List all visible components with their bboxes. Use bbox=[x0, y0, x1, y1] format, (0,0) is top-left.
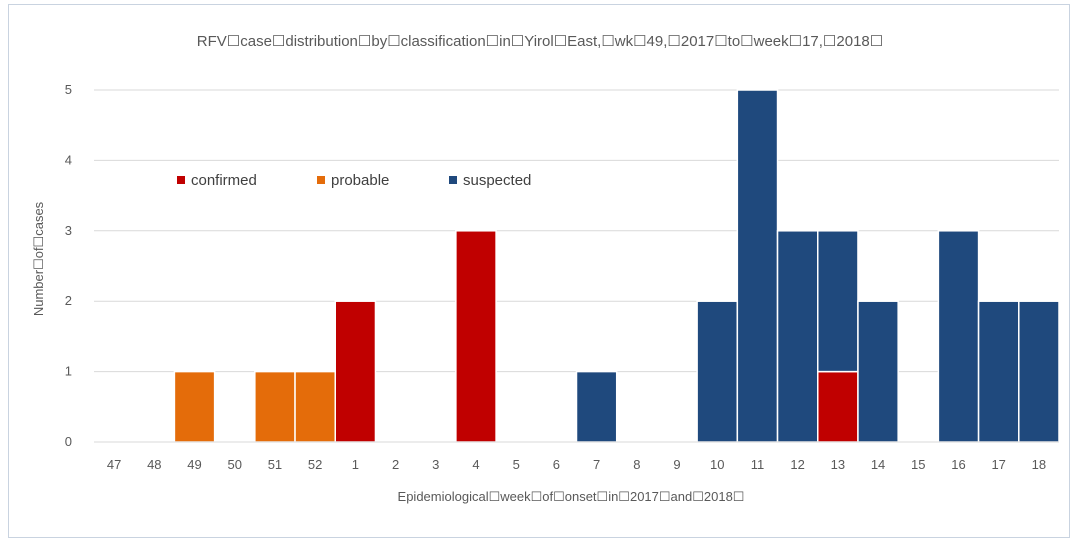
x-tick-label: 11 bbox=[751, 457, 765, 472]
x-tick-label: 52 bbox=[308, 457, 322, 472]
chart-title: RFV☐case☐distribution☐by☐classification☐… bbox=[197, 33, 883, 50]
y-tick-label: 0 bbox=[65, 434, 72, 449]
x-tick-label: 1 bbox=[352, 457, 359, 472]
legend-label-confirmed: confirmed bbox=[191, 172, 257, 189]
bar-suspected-14 bbox=[857, 300, 899, 443]
y-tick-label: 5 bbox=[65, 82, 72, 97]
legend-swatch-suspected bbox=[449, 176, 457, 184]
y-tick-label: 4 bbox=[65, 152, 72, 167]
legend: confirmed probable suspected bbox=[177, 172, 531, 189]
bar-confirmed-4 bbox=[455, 230, 497, 443]
y-tick-label: 1 bbox=[65, 364, 72, 379]
y-axis-label: Number☐of☐cases bbox=[31, 201, 46, 316]
y-tick-label: 3 bbox=[65, 223, 72, 238]
bar-probable-51 bbox=[254, 370, 296, 443]
bar-suspected-13 bbox=[817, 230, 859, 373]
x-tick-label: 12 bbox=[790, 457, 804, 472]
x-tick-label: 9 bbox=[673, 457, 680, 472]
bar-probable-52 bbox=[294, 370, 336, 443]
legend-item-confirmed: confirmed bbox=[177, 172, 257, 189]
x-tick-label: 5 bbox=[513, 457, 520, 472]
x-tick-label: 10 bbox=[710, 457, 724, 472]
bar-suspected-12 bbox=[776, 230, 819, 443]
x-tick-label: 2 bbox=[392, 457, 399, 472]
legend-swatch-probable bbox=[317, 176, 325, 184]
x-tick-label: 3 bbox=[432, 457, 439, 472]
x-tick-label: 50 bbox=[227, 457, 241, 472]
bar-suspected-11 bbox=[736, 89, 779, 443]
x-tick-label: 14 bbox=[871, 457, 885, 472]
x-tick-label: 8 bbox=[633, 457, 640, 472]
y-tick-label: 2 bbox=[65, 293, 72, 308]
bar-suspected-17 bbox=[977, 300, 1020, 443]
x-tick-label: 6 bbox=[553, 457, 560, 472]
bar-suspected-7 bbox=[575, 370, 618, 443]
x-tick-label: 7 bbox=[593, 457, 600, 472]
bar-suspected-16 bbox=[937, 230, 980, 443]
x-tick-label: 18 bbox=[1032, 457, 1046, 472]
bar-suspected-10 bbox=[696, 300, 739, 443]
bar-suspected-18 bbox=[1018, 300, 1060, 443]
x-tick-label: 17 bbox=[991, 457, 1005, 472]
x-tick-label: 47 bbox=[107, 457, 121, 472]
x-tick-label: 13 bbox=[831, 457, 845, 472]
chart-svg: RFV☐case☐distribution☐by☐classification☐… bbox=[31, 33, 1060, 504]
legend-label-suspected: suspected bbox=[463, 172, 531, 189]
chart-frame: RFV☐case☐distribution☐by☐classification☐… bbox=[8, 4, 1070, 538]
x-tick-label: 16 bbox=[951, 457, 965, 472]
bar-confirmed-13 bbox=[817, 370, 859, 443]
x-tick-label: 48 bbox=[147, 457, 161, 472]
bar-confirmed-1 bbox=[334, 300, 377, 443]
legend-label-probable: probable bbox=[331, 172, 389, 189]
legend-swatch-confirmed bbox=[177, 176, 185, 184]
legend-item-suspected: suspected bbox=[449, 172, 531, 189]
x-tick-label: 4 bbox=[472, 457, 479, 472]
legend-item-probable: probable bbox=[317, 172, 389, 189]
x-tick-label: 15 bbox=[911, 457, 925, 472]
bars bbox=[173, 89, 1060, 443]
x-tick-label: 51 bbox=[268, 457, 282, 472]
x-tick-label: 49 bbox=[187, 457, 201, 472]
x-axis-label: Epidemiological☐week☐of☐onset☐in☐2017☐an… bbox=[398, 489, 745, 504]
bar-probable-49 bbox=[173, 370, 216, 443]
gridlines bbox=[94, 89, 1059, 373]
